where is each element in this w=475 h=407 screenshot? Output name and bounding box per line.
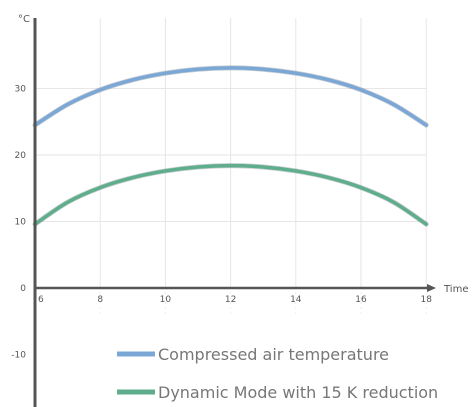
x-axis-label: Time <box>443 284 468 295</box>
y-tick-label: 30 <box>15 85 27 95</box>
x-tick-label: 14 <box>290 295 302 305</box>
x-tick-label: 6 <box>38 295 44 305</box>
y-axis-label: °C <box>18 14 30 25</box>
y-tick-label: -10 <box>11 351 26 361</box>
y-tick-label: 10 <box>15 218 27 228</box>
x-tick-label: 10 <box>160 295 172 305</box>
ticks: 6 8 10 12 14 16 18 -10 0 10 20 30 <box>11 85 432 361</box>
x-tick-label: 8 <box>97 295 103 305</box>
series-layer <box>32 65 429 227</box>
y-tick-label: 0 <box>20 284 26 294</box>
legend-label-dynamic-mode: Dynamic Mode with 15 K reduction <box>158 383 438 402</box>
x-axis-arrow-icon <box>427 284 436 292</box>
legend-label-compressed-air: Compressed air temperature <box>158 345 389 364</box>
axes <box>33 18 436 407</box>
y-tick-label: 20 <box>15 151 27 161</box>
x-tick-label: 12 <box>225 295 236 305</box>
x-tick-label: 18 <box>420 295 432 305</box>
legend: Compressed air temperature Dynamic Mode … <box>117 345 438 402</box>
x-tick-label: 16 <box>355 295 367 305</box>
